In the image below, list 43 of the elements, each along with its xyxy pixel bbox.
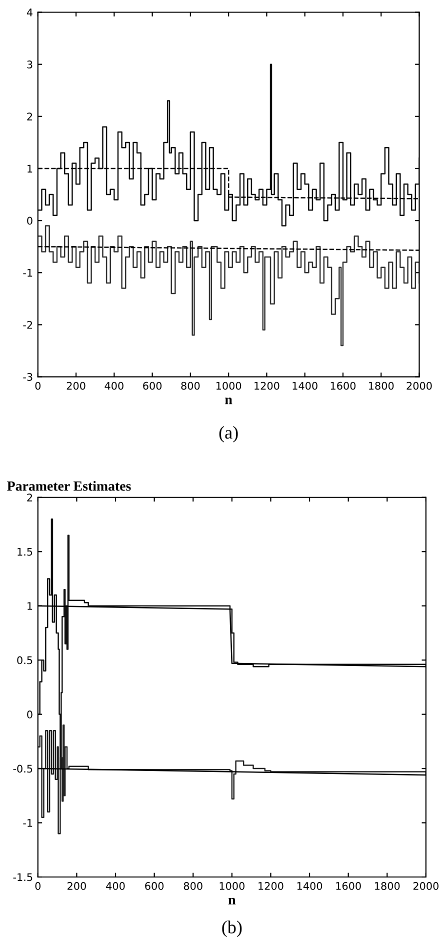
y-tick-label: -3	[23, 373, 32, 381]
y-tick-label: -0.5	[13, 764, 32, 773]
x-tick-label: 1600	[330, 382, 356, 390]
y-tick-label: -1	[23, 819, 32, 827]
x-tick-label: 0	[35, 382, 41, 390]
y-tick-label: 1	[28, 602, 32, 610]
x-tick-label: 1400	[292, 382, 318, 390]
y-tick-label: -2	[23, 320, 32, 329]
x-tick-label: 0	[35, 882, 41, 890]
y-tick-label: 0	[27, 216, 32, 225]
y-tick-label: 0.5	[17, 656, 32, 664]
y-tick-label: -1	[23, 269, 32, 277]
x-tick-label: 1800	[368, 382, 394, 390]
x-tick-label: 2000	[413, 882, 438, 890]
x-tick-label: 1400	[297, 882, 322, 890]
x-tick-label: 800	[181, 382, 200, 390]
chart-title: Parameter Estimates	[7, 480, 131, 491]
x-tick-label: 1800	[375, 882, 400, 890]
y-tick-label: 3	[27, 60, 32, 68]
text: (a)	[219, 426, 238, 442]
y-tick-label: -1.5	[13, 873, 32, 882]
x-tick-label: 200	[68, 882, 86, 890]
x-tick-label: 200	[66, 382, 86, 390]
x-tick-label: 1600	[336, 882, 361, 890]
x-tick-label: 1200	[258, 882, 284, 890]
text: (b)	[222, 920, 242, 938]
y-tick-label: 2	[27, 112, 32, 120]
x-tick-label: 600	[143, 382, 162, 390]
y-tick-label: 1.5	[18, 548, 32, 556]
x-tick-label: 1000	[220, 882, 244, 890]
x-tick-label: 2000	[406, 382, 432, 390]
x-tick-label: 400	[106, 882, 125, 890]
x-axis-title: n	[228, 898, 236, 904]
y-tick-label: 1	[28, 164, 32, 172]
x-tick-label: 600	[145, 882, 164, 890]
y-tick-label: 2	[27, 494, 32, 502]
x-tick-label: 400	[104, 382, 124, 390]
x-tick-label: 1000	[216, 382, 242, 390]
x-axis-title: n	[225, 398, 232, 404]
x-tick-label: 800	[184, 882, 202, 890]
y-tick-label: 4	[26, 8, 32, 16]
x-tick-label: 1200	[254, 382, 280, 390]
y-tick-label: 0	[27, 710, 32, 718]
